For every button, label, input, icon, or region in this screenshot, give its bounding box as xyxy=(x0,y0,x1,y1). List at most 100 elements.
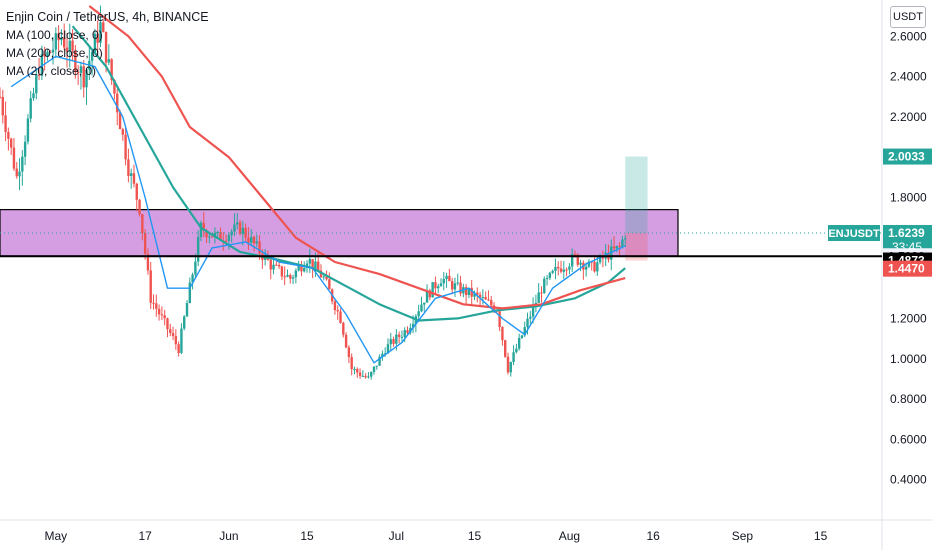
projection-target-area[interactable] xyxy=(625,156,648,234)
candle-body xyxy=(141,214,144,234)
candle-body xyxy=(216,232,219,234)
candle-body xyxy=(395,334,398,344)
candle-body xyxy=(397,334,401,337)
candle-body xyxy=(353,369,356,371)
legend-ma100[interactable]: MA (100, close, 0) xyxy=(6,28,103,42)
projection-stop-area[interactable] xyxy=(625,233,648,261)
y-tick-label: 2.2000 xyxy=(890,110,927,124)
candle-body xyxy=(194,261,197,275)
candle-body xyxy=(71,40,74,51)
candle-body xyxy=(565,269,568,271)
candle-body xyxy=(29,98,32,119)
candle-body xyxy=(423,302,426,305)
candle-body xyxy=(579,262,582,265)
candle-body xyxy=(624,238,627,240)
candle-body xyxy=(185,303,189,317)
candle-body xyxy=(392,339,395,344)
candle-body xyxy=(358,372,362,376)
candle-body xyxy=(540,292,543,294)
candle-body xyxy=(501,327,504,341)
candle-body xyxy=(361,375,365,377)
candle-body xyxy=(272,264,275,270)
candle-body xyxy=(224,240,228,242)
y-tick-label: 0.6000 xyxy=(890,432,927,446)
price-axis-label xyxy=(883,260,932,277)
candle-body xyxy=(372,366,376,372)
candle-body xyxy=(448,275,451,282)
candle-body xyxy=(40,54,44,76)
candle-body xyxy=(453,283,457,290)
candle-body xyxy=(196,237,200,262)
candle-body xyxy=(545,277,549,279)
candle-body xyxy=(557,266,560,269)
x-tick-label: 15 xyxy=(300,529,314,543)
candle-body xyxy=(110,59,113,81)
candle-body xyxy=(129,173,133,176)
candle-body xyxy=(570,254,574,267)
candle-body xyxy=(425,290,429,303)
candle-body xyxy=(303,268,306,272)
candle-body xyxy=(171,333,175,337)
candle-body xyxy=(82,66,85,88)
candle-body xyxy=(68,40,71,52)
x-tick-label: Jun xyxy=(219,529,238,543)
candle-body xyxy=(615,245,619,249)
candle-body xyxy=(90,52,94,61)
candle-body xyxy=(370,371,373,377)
chart-title: Enjin Coin / TetherUS, 4h, BINANCE xyxy=(6,10,209,24)
candle-body xyxy=(554,266,557,271)
candle-body xyxy=(473,292,476,297)
candle-body xyxy=(515,348,518,353)
candle-body xyxy=(551,270,554,273)
candle-body xyxy=(378,356,381,366)
candle-body xyxy=(169,329,172,334)
y-tick-label: 2.6000 xyxy=(890,29,927,43)
candle-body xyxy=(612,246,616,249)
candle-body xyxy=(152,302,155,304)
price-axis-label-text: 1.4470 xyxy=(888,262,925,276)
candle-body xyxy=(60,37,63,41)
candle-body xyxy=(21,156,24,172)
candle-body xyxy=(26,118,30,142)
candle-body xyxy=(127,159,130,176)
candle-body xyxy=(464,287,468,296)
candle-body xyxy=(587,261,591,267)
ma-line-0[interactable] xyxy=(71,25,626,322)
y-tick-label: 0.8000 xyxy=(890,392,927,406)
candle-body xyxy=(18,171,21,177)
candle-body xyxy=(79,66,83,73)
y-tick-label: 1.2000 xyxy=(890,311,927,325)
candle-body xyxy=(409,327,412,333)
candle-body xyxy=(389,339,392,345)
candle-body xyxy=(328,279,331,290)
candle-body xyxy=(297,265,300,271)
candle-body xyxy=(289,275,292,279)
candle-body xyxy=(311,259,314,270)
candle-body xyxy=(481,297,485,299)
candle-body xyxy=(238,222,242,234)
candle-body xyxy=(487,299,490,301)
candle-body xyxy=(356,369,359,373)
candle-body xyxy=(598,255,602,263)
candle-body xyxy=(503,340,507,357)
candle-body xyxy=(308,259,312,264)
candle-body xyxy=(537,292,540,303)
x-tick-label: 17 xyxy=(138,529,152,543)
legend-ma200[interactable]: MA (200, close, 0) xyxy=(6,46,103,60)
currency-unit-button[interactable]: USDT xyxy=(890,6,926,28)
candle-body xyxy=(205,230,208,238)
candle-body xyxy=(342,322,345,335)
ma-line-2[interactable] xyxy=(10,55,626,364)
candle-body xyxy=(417,311,420,317)
candle-body xyxy=(420,304,423,312)
x-tick-label: Jul xyxy=(389,529,404,543)
candle-body xyxy=(233,224,236,232)
ma-line-1[interactable] xyxy=(88,5,626,310)
legend-ma20[interactable]: MA (20, close, 0) xyxy=(6,64,97,78)
candle-body xyxy=(336,310,339,312)
x-tick-label: Aug xyxy=(559,529,580,543)
candle-body xyxy=(517,337,521,349)
candle-body xyxy=(314,261,317,270)
